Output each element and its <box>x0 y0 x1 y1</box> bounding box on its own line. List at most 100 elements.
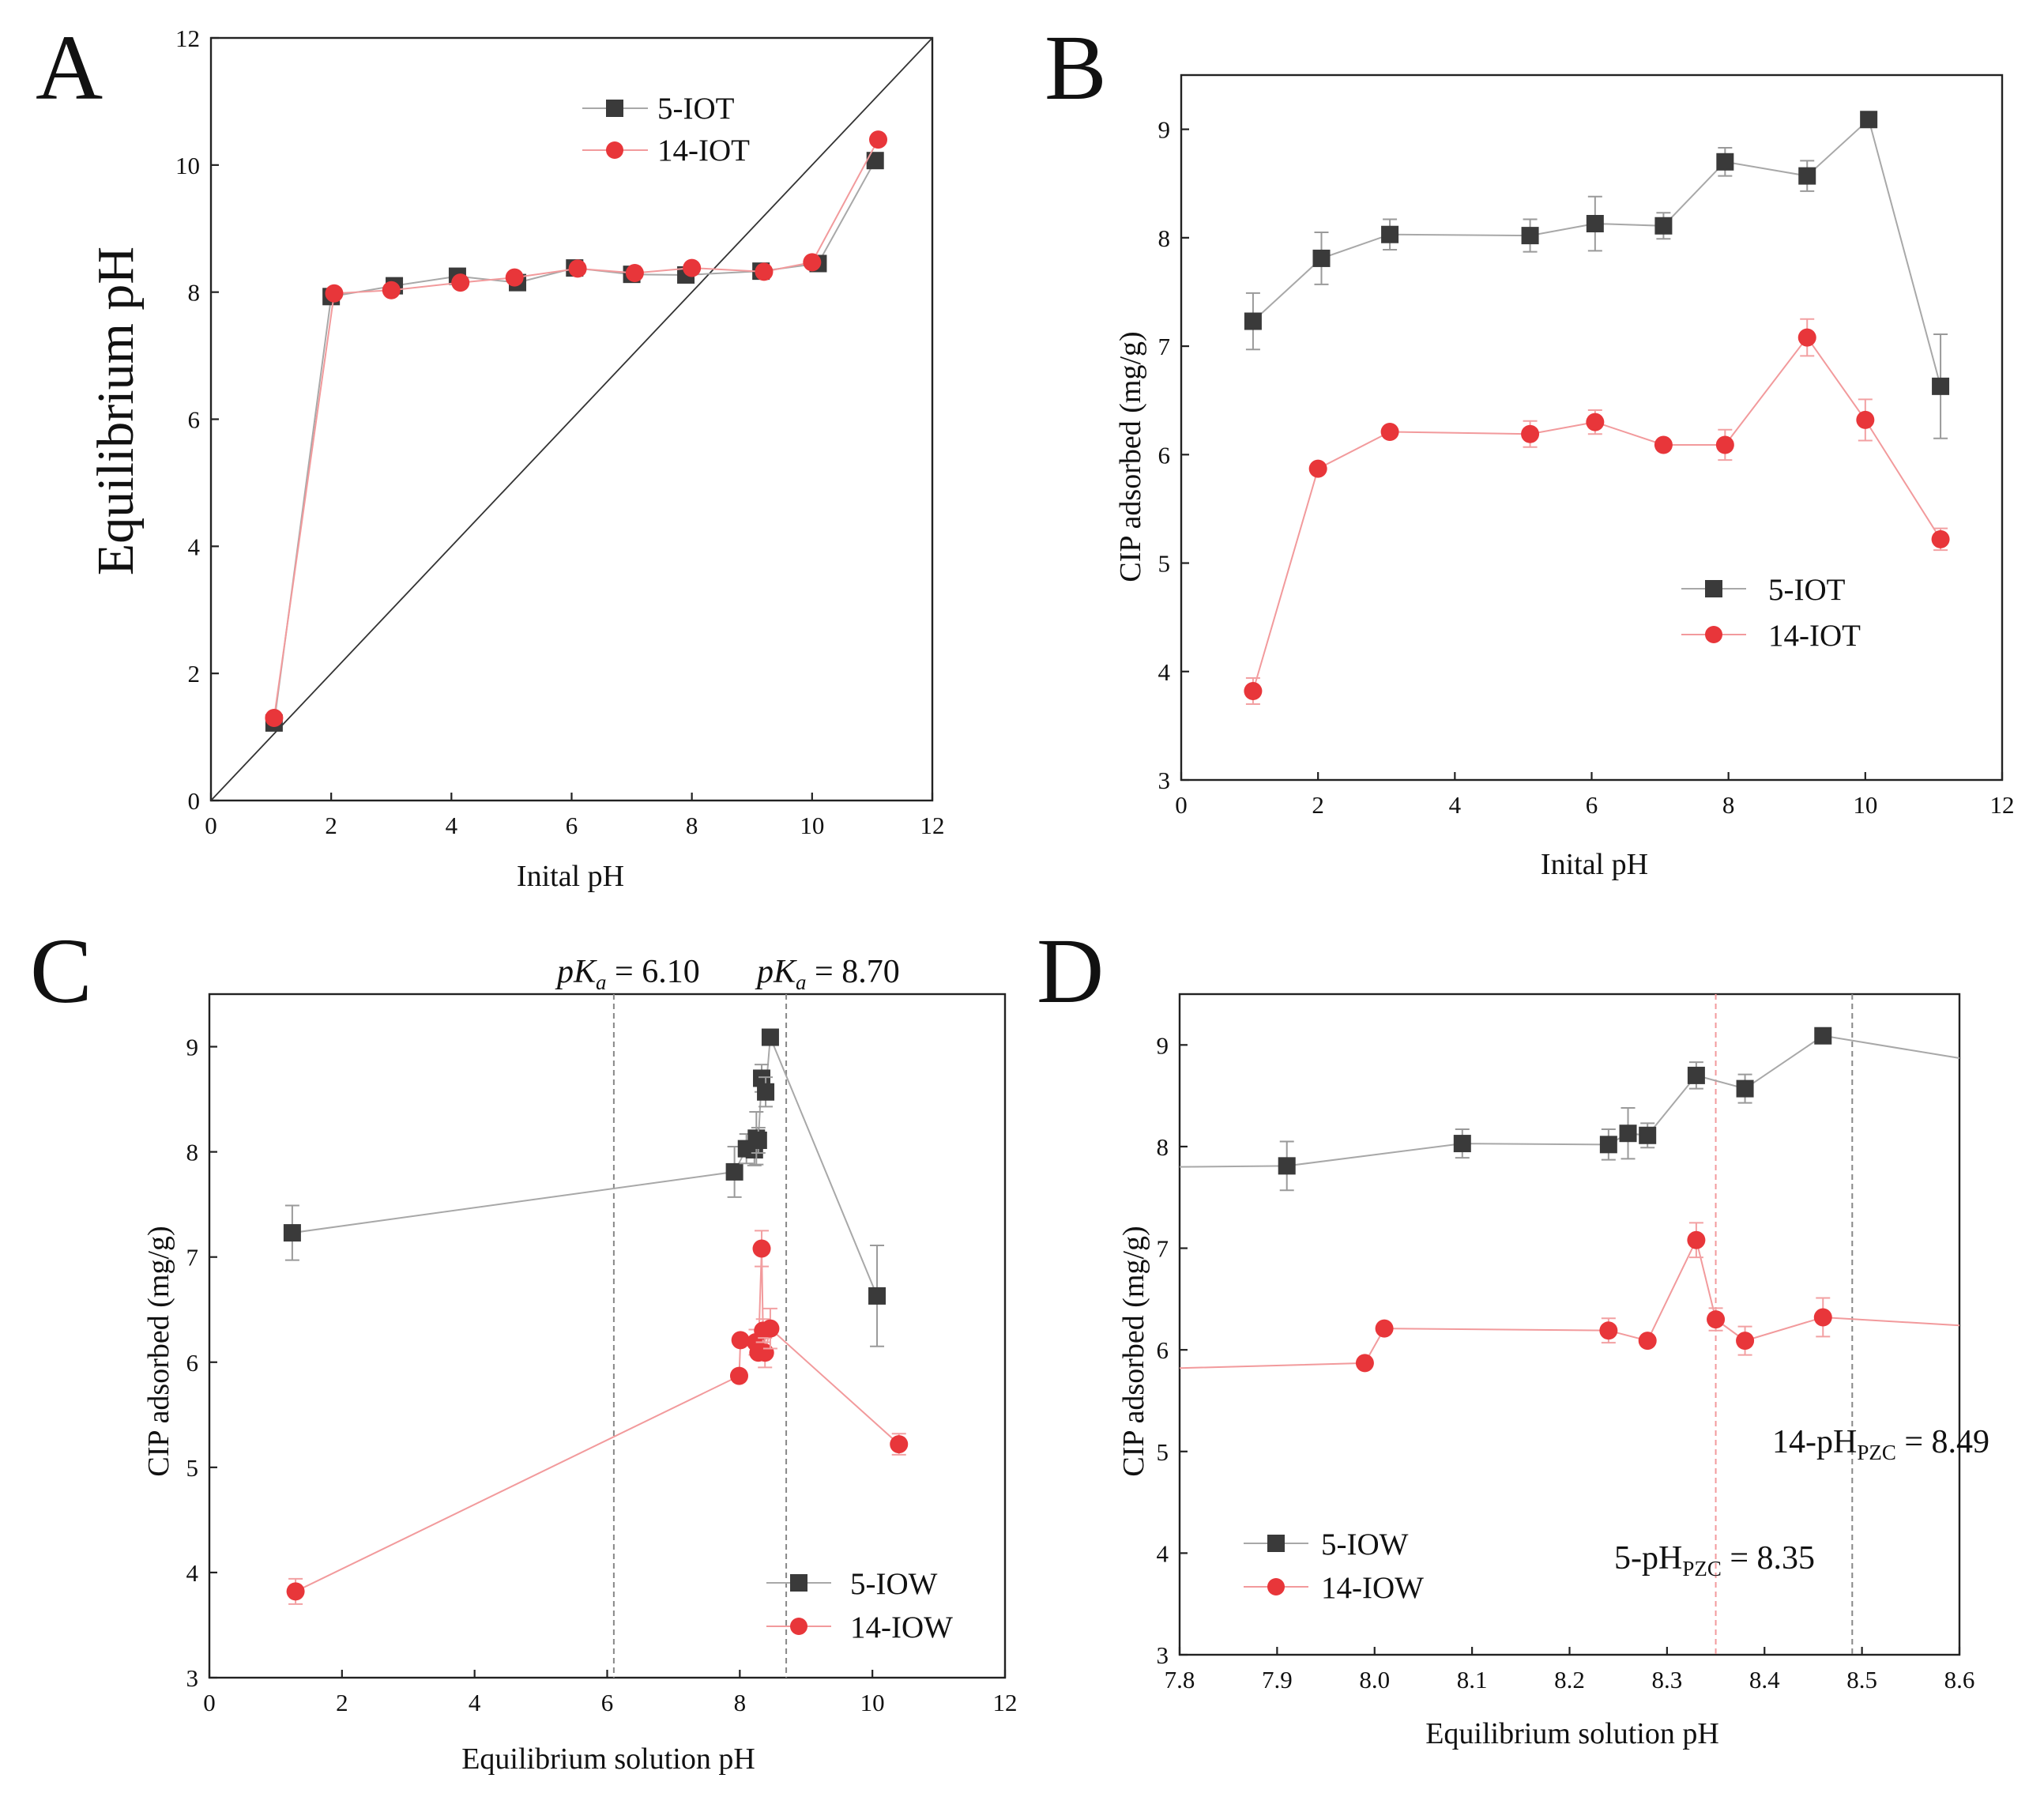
data-point-circle <box>1715 435 1734 454</box>
reference-line <box>210 37 933 801</box>
series-line <box>1179 1238 1960 1369</box>
data-point-circle <box>869 130 888 149</box>
x-tick-label: 6 <box>1586 791 1598 819</box>
x-tick-label: 12 <box>1990 791 2015 819</box>
x-tick-label: 8 <box>686 812 698 839</box>
x-tick-label: 12 <box>993 1689 1018 1716</box>
data-point-circle <box>1586 413 1605 431</box>
data-point-circle <box>803 253 822 272</box>
series-line <box>1179 1034 1960 1168</box>
data-point-square <box>757 1083 775 1101</box>
y-tick-label: 6 <box>188 406 201 434</box>
y-tick-label: 7 <box>186 1244 199 1271</box>
data-point-square <box>868 1287 886 1305</box>
y-tick-label: 3 <box>186 1664 199 1692</box>
vline-labels: 14-pHPZC = 8.49 5-pHPZC = 8.35 <box>1614 1424 1989 1580</box>
y-tick-label: 3 <box>1157 1641 1169 1669</box>
series-line <box>1252 336 1941 691</box>
data-point-circle <box>1638 1332 1657 1351</box>
panel-letter: A <box>36 16 103 119</box>
data-point-square <box>1716 153 1734 171</box>
data-point-circle <box>1599 1321 1618 1340</box>
panel-b: B 0 2 4 6 8 10 12 3 4 5 6 7 8 9 5-IOT 14-IOT Inital p… <box>1045 16 2015 881</box>
data-point-circle <box>505 268 524 287</box>
data-point-square <box>1639 1126 1657 1144</box>
data-point-square <box>1453 1135 1471 1153</box>
y-tick-label: 7 <box>1157 1235 1169 1263</box>
x-axis-title: Inital pH <box>517 860 624 893</box>
y-tick-label: 9 <box>1158 116 1171 144</box>
data-point-circle <box>1707 1310 1726 1329</box>
x-tick-label: 8.5 <box>1846 1666 1877 1693</box>
data-point-square <box>1687 1066 1705 1084</box>
legend: 5-IOW 14-IOW <box>1244 1528 1424 1605</box>
legend-marker-square <box>606 100 623 117</box>
panel-letter: C <box>30 919 92 1023</box>
x-tick-label: 8.0 <box>1359 1666 1390 1693</box>
panel-letter: D <box>1037 919 1104 1023</box>
y-tick-label: 9 <box>186 1034 199 1061</box>
y-tick-label: 3 <box>1158 767 1171 794</box>
legend-marker-square <box>1705 580 1722 597</box>
pzc-label-14: 14-pHPZC = 8.49 <box>1772 1424 1989 1464</box>
y-tick-label: 9 <box>1157 1031 1169 1059</box>
legend-marker-circle <box>606 141 623 159</box>
data-point-circle <box>729 1366 748 1385</box>
data-point-circle <box>1355 1354 1374 1373</box>
data-point-circle <box>1244 681 1263 700</box>
legend-label: 14-IOT <box>657 134 750 168</box>
legend-label: 5-IOW <box>850 1567 938 1601</box>
legend-marker-square <box>790 1574 807 1592</box>
y-tick-label: 12 <box>175 24 200 52</box>
data-point-circle <box>755 1343 774 1362</box>
legend-marker-square <box>1267 1535 1285 1552</box>
data-point-circle <box>752 1239 771 1258</box>
pka-label-2: pKa = 8.70 <box>755 954 900 994</box>
data-point-square <box>725 1162 743 1181</box>
x-tick-label: 8 <box>1722 791 1735 819</box>
data-point-circle <box>1687 1230 1706 1249</box>
y-tick-label: 6 <box>1158 441 1171 469</box>
x-tick-label: 2 <box>1312 791 1324 819</box>
data-point-square <box>1860 111 1878 129</box>
panel-c: C 0 2 4 6 8 10 12 3 4 5 6 7 8 9 pKa = 6.10 pKa = 8.70… <box>30 919 1018 1776</box>
y-tick-label: 4 <box>1157 1539 1169 1567</box>
x-tick-label: 10 <box>860 1689 885 1716</box>
x-tick-label: 4 <box>446 812 458 839</box>
x-tick-label: 7.9 <box>1262 1666 1293 1693</box>
x-tick-label: 10 <box>1853 791 1877 819</box>
x-tick-label: 8.3 <box>1652 1666 1683 1693</box>
data-point-square <box>1244 312 1262 330</box>
data-point-circle <box>1375 1319 1394 1338</box>
y-tick-label: 7 <box>1158 333 1171 360</box>
data-point-circle <box>1931 529 1950 548</box>
x-tick-label: 8.6 <box>1944 1666 1975 1693</box>
data-point-square <box>1932 377 1950 395</box>
x-tick-label: 0 <box>1175 791 1188 819</box>
y-tick-label: 0 <box>188 787 201 815</box>
data-point-square <box>1736 1079 1754 1098</box>
y-tick-label: 8 <box>1158 224 1171 252</box>
y-axis-title: CIP adsorbed (mg/g) <box>142 1226 175 1476</box>
data-point-circle <box>1521 424 1540 443</box>
x-tick-label: 7.8 <box>1165 1666 1195 1693</box>
data-point-circle <box>382 281 401 300</box>
data-point-square <box>1521 227 1539 245</box>
data-point-square <box>1312 249 1331 267</box>
panel-d: D 7.8 7.9 8.0 8.1 8.2 8.3 8.4 8.5 8.6 3 4 5 6 7 8 9 14-… <box>1037 919 1989 1750</box>
data-point-square <box>749 1131 767 1149</box>
legend-label: 14-IOT <box>1768 619 1861 653</box>
data-point-circle <box>325 284 344 303</box>
legend-label: 5-IOT <box>657 92 735 126</box>
panel-letter: B <box>1045 16 1107 119</box>
x-tick-label: 6 <box>566 812 578 839</box>
y-tick-label: 8 <box>1157 1133 1169 1161</box>
series-line <box>1252 118 1942 387</box>
data-point-square <box>1798 167 1816 185</box>
x-tick-label: 2 <box>325 812 337 839</box>
data-point-circle <box>761 1319 780 1338</box>
data-point-square <box>1619 1125 1637 1143</box>
legend: 5-IOT 14-IOT <box>582 92 750 168</box>
x-tick-label: 10 <box>800 812 824 839</box>
x-axis-title: Equilibrium solution pH <box>461 1742 755 1776</box>
